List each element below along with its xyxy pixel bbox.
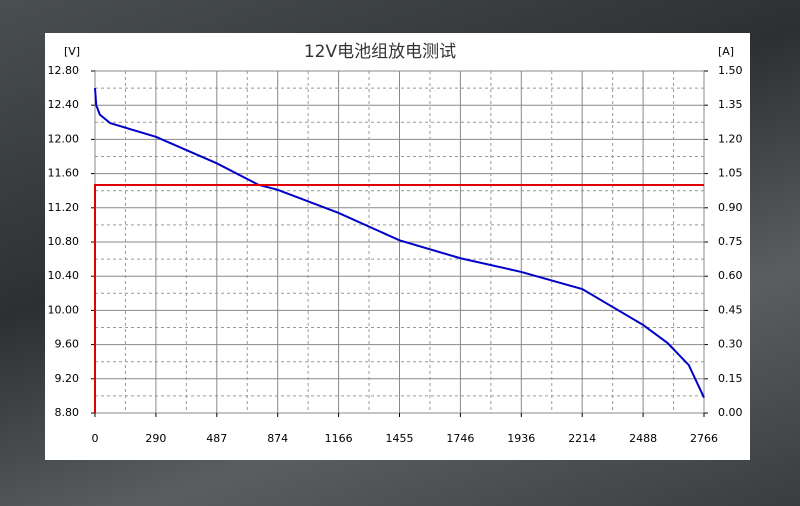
y-tick-label: 12.80: [48, 64, 80, 77]
x-tick-label: 487: [206, 432, 227, 445]
x-tick-label: 290: [145, 432, 166, 445]
y-tick-label: 8.80: [55, 406, 80, 419]
series-line: [94, 88, 705, 399]
y-tick-label: 9.20: [55, 372, 80, 385]
y-tick-label: 12.00: [48, 132, 80, 145]
x-tick-label: 2488: [629, 432, 657, 445]
y2-tick-label: 0.75: [718, 235, 743, 248]
y-tick-label: 10.80: [48, 235, 80, 248]
y2-tick-label: 0.90: [718, 201, 743, 214]
y-tick-label: 9.60: [55, 338, 80, 351]
series-line: [94, 184, 704, 413]
y2-tick-label: 1.05: [718, 167, 743, 180]
x-tick-label: 0: [92, 432, 99, 445]
y2-unit: [A]: [718, 45, 734, 58]
y-tick-label: 11.60: [48, 167, 80, 180]
y-tick-label: 10.40: [48, 269, 80, 282]
y2-tick-label: 1.50: [718, 64, 743, 77]
y2-tick-label: 0.45: [718, 303, 743, 316]
x-tick-label: 2214: [568, 432, 596, 445]
x-tick-label: 874: [267, 432, 288, 445]
y2-tick-label: 1.20: [718, 132, 743, 145]
y2-tick-label: 0.00: [718, 406, 743, 419]
y2-tick-label: 0.15: [718, 372, 743, 385]
y-tick-label: 10.00: [48, 303, 80, 316]
y-unit: [V]: [64, 45, 80, 58]
x-tick-label: 1746: [446, 432, 474, 445]
x-tick-label: 1936: [507, 432, 535, 445]
x-tick-label: 2766: [690, 432, 718, 445]
y2-tick-label: 1.35: [718, 98, 743, 111]
x-tick-label: 1166: [325, 432, 353, 445]
x-tick-label: 1455: [386, 432, 414, 445]
y-tick-label: 11.20: [48, 201, 80, 214]
chart-title: 12Ⅴ电池组放电测试: [304, 42, 456, 62]
y2-tick-label: 0.30: [718, 338, 743, 351]
y2-tick-label: 0.60: [718, 269, 743, 282]
y-tick-label: 12.40: [48, 98, 80, 111]
